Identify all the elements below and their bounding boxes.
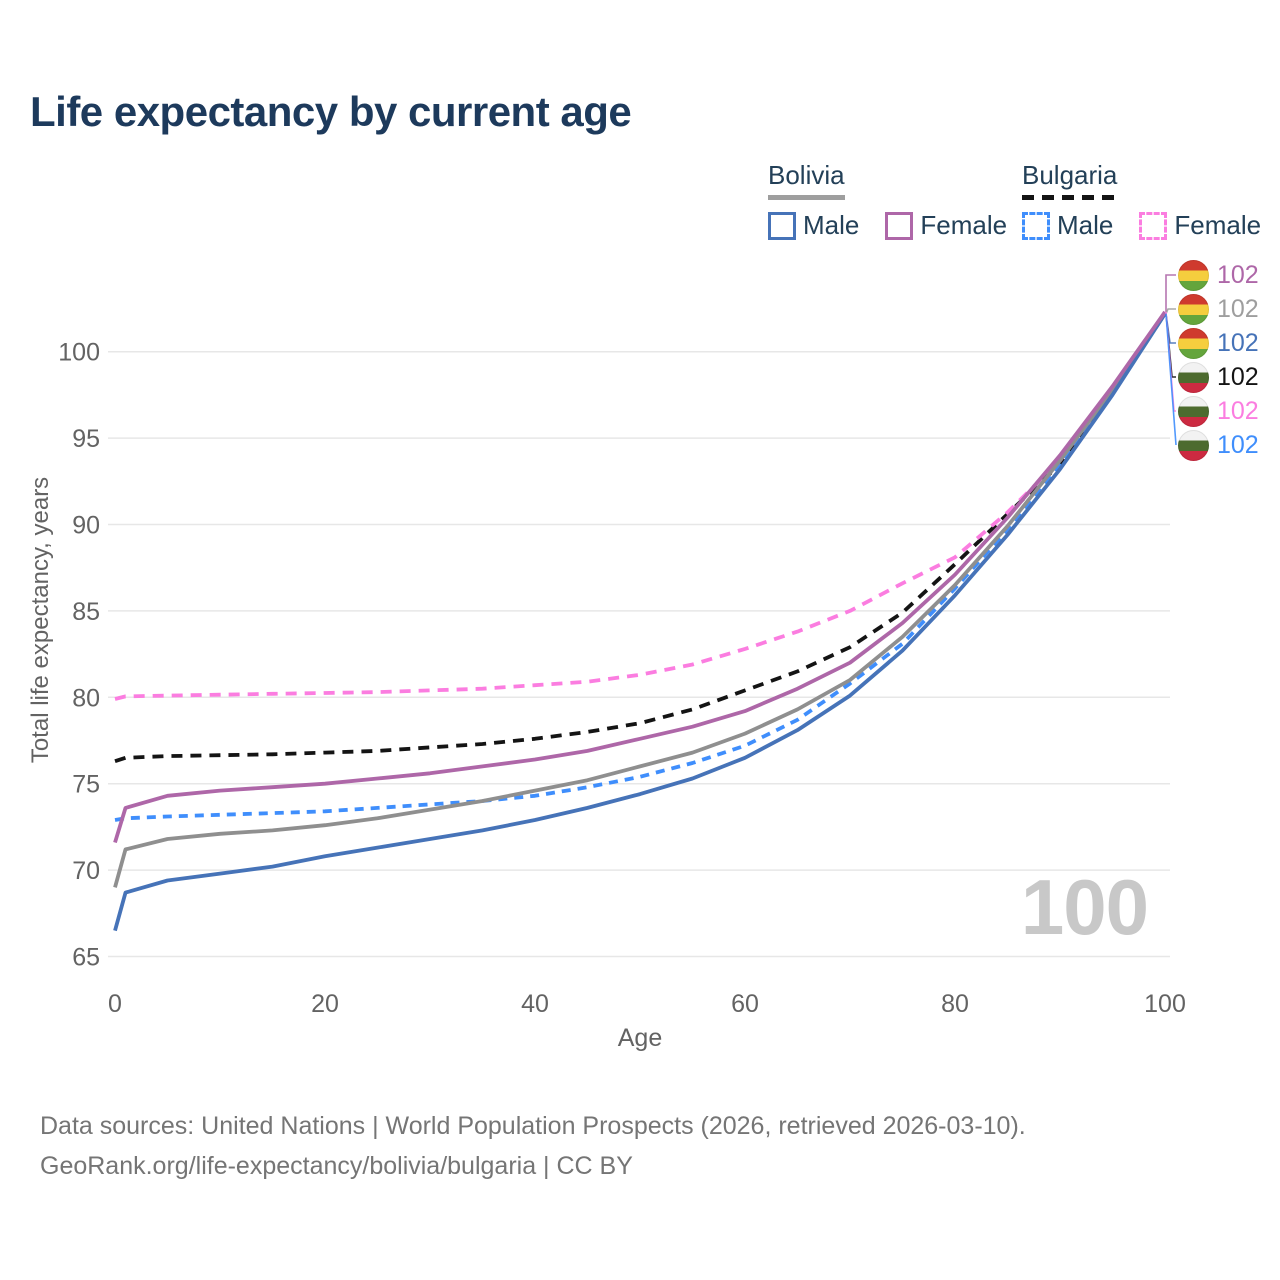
age-counter-watermark: 100 <box>1020 863 1149 951</box>
legend-item-bolivia-male[interactable]: Male <box>768 210 859 241</box>
series-line-bulgaria-female[interactable] <box>114 310 1167 701</box>
x-tick-60: 60 <box>731 990 759 1018</box>
legend-country-bulgaria: Bulgaria <box>1022 160 1118 200</box>
end-value: 102 <box>1217 362 1259 391</box>
legend-swatch-icon <box>1139 211 1168 240</box>
leader-line-bolivia-female <box>1165 274 1176 312</box>
series-line-bolivia-both-sexes[interactable] <box>113 312 1167 888</box>
legend-item-label: Female <box>920 210 1008 240</box>
end-value: 102 <box>1217 328 1259 357</box>
y-tick-95: 95 <box>72 425 100 453</box>
y-tick-100: 100 <box>58 339 100 367</box>
leader-line-bulgaria-male <box>1165 313 1177 446</box>
bolivia-flag-icon <box>1178 327 1209 359</box>
x-axis-label: Age <box>618 1024 662 1052</box>
legend-items: Male Female <box>768 210 1007 241</box>
legend-rule-solid <box>768 195 845 200</box>
end-value: 102 <box>1217 430 1259 459</box>
legend-item-bulgaria-male[interactable]: Male <box>1022 210 1113 241</box>
legend-swatch-icon <box>885 211 914 240</box>
y-tick-75: 75 <box>72 771 100 799</box>
end-label-bulgaria-both-sexes: 102 <box>1178 361 1259 393</box>
legend-swatch-icon <box>1022 211 1050 240</box>
end-label-bolivia-both-sexes: 102 <box>1178 293 1259 325</box>
bulgaria-flag-icon <box>1178 361 1209 393</box>
y-tick-70: 70 <box>72 857 100 885</box>
page-title: Life expectancy by current age <box>30 88 632 135</box>
footer-attribution: GeoRank.org/life-expectancy/bolivia/bulg… <box>40 1152 633 1180</box>
legend-item-label: Male <box>1057 210 1114 240</box>
x-tick-40: 40 <box>521 990 549 1018</box>
legend-item-label: Female <box>1174 210 1262 240</box>
bulgaria-flag-icon <box>1178 395 1209 427</box>
y-tick-65: 65 <box>72 944 100 972</box>
legend-country-bolivia: Bolivia <box>768 160 845 200</box>
series-line-bulgaria-both-sexes[interactable] <box>114 312 1167 764</box>
y-tick-85: 85 <box>72 598 100 626</box>
x-tick-20: 20 <box>311 990 339 1018</box>
legend-group-bulgaria: Bulgaria Male Female <box>1022 160 1261 241</box>
x-tick-80: 80 <box>941 990 969 1018</box>
y-tick-90: 90 <box>72 512 100 540</box>
bulgaria-flag-icon <box>1178 429 1209 461</box>
end-value: 102 <box>1217 396 1259 425</box>
y-tick-80: 80 <box>72 684 100 712</box>
series-line-bolivia-male[interactable] <box>113 312 1167 932</box>
end-label-bulgaria-male: 102 <box>1178 429 1259 461</box>
series-line-bulgaria-male[interactable] <box>114 312 1167 822</box>
end-label-bolivia-female: 102 <box>1178 259 1259 291</box>
y-axis-label: Total life expectancy, years <box>27 477 54 763</box>
bolivia-flag-icon <box>1178 293 1209 325</box>
legend-item-label: Male <box>803 210 860 240</box>
chart-footer: Data sources: United Nations | World Pop… <box>40 1106 1026 1186</box>
end-value: 102 <box>1217 294 1259 323</box>
end-label-bolivia-male: 102 <box>1178 327 1259 359</box>
x-tick-100: 100 <box>1144 990 1186 1018</box>
line-chart: 65 70 75 80 85 90 95 100 0 20 40 60 80 100 Age Total li… <box>27 274 1186 1052</box>
legend-swatch-icon <box>768 211 796 240</box>
footer-data-sources: Data sources: United Nations | World Pop… <box>40 1112 1026 1140</box>
bolivia-flag-icon <box>1178 259 1209 291</box>
end-value: 102 <box>1217 260 1259 289</box>
legend-item-bulgaria-female[interactable]: Female <box>1139 210 1261 241</box>
series-line-bolivia-female[interactable] <box>113 310 1167 844</box>
leader-line-bolivia-both-sexes <box>1165 308 1176 315</box>
legend-items: Male Female <box>1022 210 1261 241</box>
legend-rule-dashed <box>1022 195 1118 200</box>
x-tick-0: 0 <box>108 990 122 1018</box>
end-label-bulgaria-female: 102 <box>1178 395 1259 427</box>
legend-item-bolivia-female[interactable]: Female <box>885 210 1007 241</box>
legend-group-bolivia: Bolivia Male Female <box>768 160 1007 241</box>
